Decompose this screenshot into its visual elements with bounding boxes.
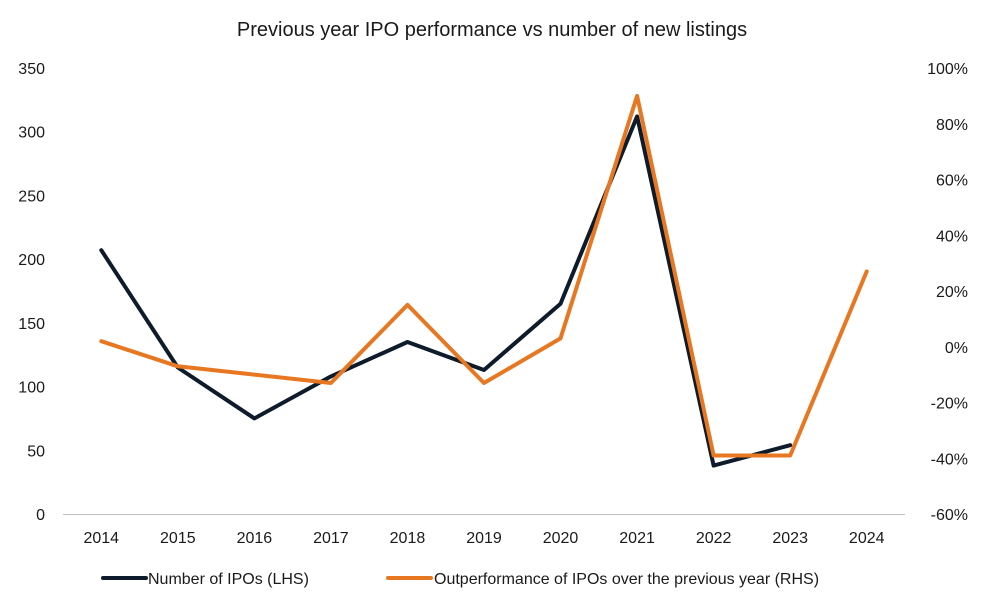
x-tick-label: 2014	[83, 530, 119, 547]
y-left-tick-label: 200	[18, 252, 45, 269]
series-line-number-of-ipos	[99, 114, 793, 468]
x-tick-label: 2023	[772, 530, 808, 547]
y-left-tick-label: 100	[18, 380, 45, 397]
x-tick-label: 2016	[237, 530, 273, 547]
x-tick-label: 2020	[543, 530, 579, 547]
y-left-tick-label: 150	[18, 316, 45, 333]
y-right-tick-label: 0%	[945, 340, 968, 357]
y-left-tick-label: 50	[27, 443, 45, 460]
y-left-tick-label: 350	[18, 61, 45, 78]
y-right-tick-label: -40%	[931, 451, 968, 468]
chart-series	[99, 93, 869, 468]
legend-label: Outperformance of IPOs over the previous…	[434, 571, 819, 588]
x-tick-label: 2022	[696, 530, 732, 547]
y-right-tick-label: 20%	[936, 284, 968, 301]
y-right-tick-label: 80%	[936, 117, 968, 134]
legend-item-number-of-ipos: Number of IPOs (LHS)	[101, 571, 309, 588]
y-left-tick-label: 300	[18, 125, 45, 142]
legend-item-outperformance: Outperformance of IPOs over the previous…	[386, 571, 819, 588]
x-tick-label: 2021	[619, 530, 655, 547]
y-right-tick-label: 100%	[927, 61, 968, 78]
chart-legend: Number of IPOs (LHS) Outperformance of IP…	[101, 571, 819, 588]
chart-axes: 2014 2015 2016 2017 2018 2019 2020 2021 2022 2023…	[18, 61, 968, 547]
x-tick-label: 2019	[466, 530, 502, 547]
x-tick-label: 2015	[160, 530, 196, 547]
y-right-tick-label: 60%	[936, 173, 968, 190]
legend-label: Number of IPOs (LHS)	[148, 571, 309, 588]
y-left-tick-label: 250	[18, 188, 45, 205]
series-line-outperformance	[99, 93, 869, 458]
y-right-tick-label: -20%	[931, 396, 968, 413]
chart-title: Previous year IPO performance vs number …	[237, 19, 747, 41]
x-tick-label: 2024	[849, 530, 885, 547]
y-right-tick-label: -60%	[931, 507, 968, 524]
x-tick-label: 2017	[313, 530, 349, 547]
y-right-tick-label: 40%	[936, 228, 968, 245]
x-tick-label: 2018	[390, 530, 426, 547]
y-left-tick-label: 0	[36, 507, 45, 524]
